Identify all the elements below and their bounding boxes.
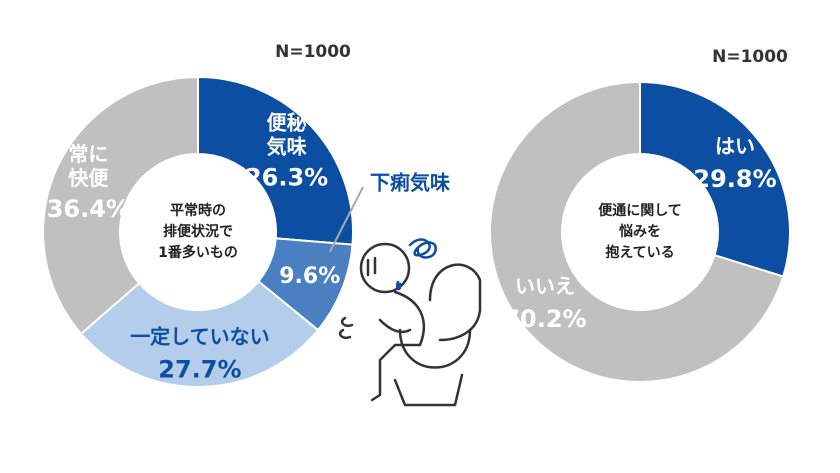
center-text: 便通に関して (598, 202, 682, 219)
scribble (408, 238, 437, 259)
category-label: 一定していない (130, 324, 269, 348)
body (370, 290, 426, 402)
value-label: 29.8% (693, 165, 776, 193)
center-hole (120, 154, 276, 310)
category-label: 便秘気味 (267, 110, 307, 158)
value-label: 70.2% (503, 305, 586, 333)
illustration (338, 238, 482, 407)
toilet-base (393, 373, 464, 407)
center-text: 抱えている (605, 244, 674, 261)
head (359, 242, 411, 294)
leader-line (328, 186, 364, 253)
center-text: 排便状況で (163, 223, 233, 240)
face-lines (366, 256, 377, 277)
category-label: はい (715, 134, 755, 158)
center-text: 平常時の (170, 202, 226, 219)
center-text: 悩みを (619, 223, 661, 240)
sweat (395, 280, 402, 291)
category-label: いいえ (515, 273, 575, 297)
value-label: 36.4% (47, 195, 130, 223)
value-label: 27.7% (158, 355, 241, 383)
sample-size: N=1000 (712, 47, 788, 67)
sample-size: N=1000 (275, 42, 351, 62)
value-label: 9.6% (279, 264, 340, 289)
sigh (338, 316, 354, 339)
category-label: 常に快便 (68, 142, 109, 190)
slice (42, 75, 199, 336)
arm (378, 318, 412, 334)
toilet-tank (428, 263, 482, 342)
center-hole (562, 154, 718, 310)
category-label: 下痢気味 (370, 171, 450, 195)
center-text: 1番多いもの (158, 244, 238, 261)
